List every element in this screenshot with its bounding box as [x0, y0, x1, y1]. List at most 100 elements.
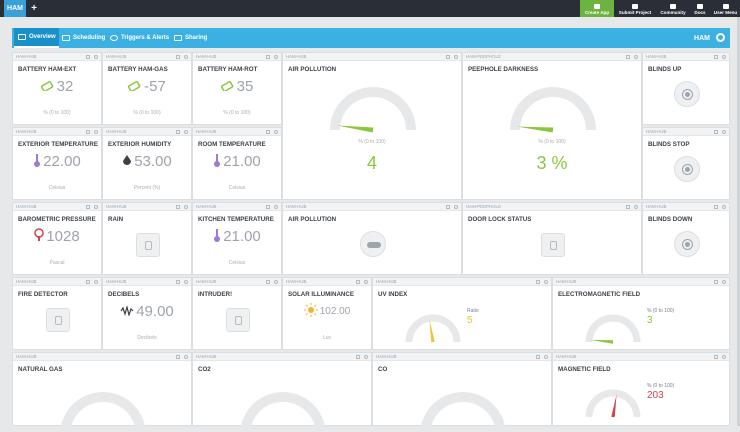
sun-icon [303, 302, 318, 321]
settings-icon[interactable] [184, 55, 188, 59]
edit-icon[interactable] [356, 280, 360, 284]
edit-icon[interactable] [176, 55, 180, 59]
tile-blinds-up: HAM-HUB Blinds Up [642, 52, 730, 125]
settings-icon[interactable] [274, 130, 278, 134]
battery-icon [40, 78, 55, 95]
tab-overview[interactable]: Overview [14, 28, 59, 48]
edit-icon[interactable] [446, 55, 450, 59]
edit-icon[interactable] [714, 130, 718, 134]
edit-icon[interactable] [86, 55, 90, 59]
edit-icon[interactable] [536, 355, 540, 359]
edit-icon[interactable] [86, 205, 90, 209]
tile-hub-label: HAM-HUB [283, 278, 371, 286]
settings-icon[interactable] [722, 55, 726, 59]
edit-icon[interactable] [714, 205, 718, 209]
settings-icon[interactable] [94, 130, 98, 134]
tile-title: Door Lock Status [468, 216, 532, 223]
edit-icon[interactable] [86, 280, 90, 284]
edit-icon[interactable] [86, 130, 90, 134]
user-label: User Menu [713, 10, 738, 15]
tile-title: Air Pollution [288, 66, 337, 73]
edit-icon[interactable] [714, 55, 718, 59]
settings-icon[interactable] [184, 205, 188, 209]
tile-value: 3 % [536, 153, 568, 173]
gear-icon[interactable] [716, 33, 725, 42]
user-menu-button[interactable]: User Menu [711, 0, 740, 17]
settings-icon[interactable] [94, 280, 98, 284]
settings-icon[interactable] [544, 280, 548, 284]
tile-title: Decibels [108, 291, 140, 298]
tile-unit: Lux [322, 334, 332, 341]
edit-icon[interactable] [266, 130, 270, 134]
submit-project-button[interactable]: Submit Project [617, 0, 653, 17]
tile-hub-label: HAM-HUB [193, 203, 281, 211]
docs-button[interactable]: Docs [691, 0, 709, 17]
power-icon [683, 240, 692, 249]
settings-icon[interactable] [722, 205, 726, 209]
tile-unit: Ratio [467, 308, 479, 314]
tile-co: HAM-HUB CO [372, 352, 552, 432]
tile-unit: % (0 to 100) [223, 109, 251, 116]
edit-icon[interactable] [714, 355, 718, 359]
settings-icon[interactable] [454, 205, 458, 209]
settings-icon[interactable] [364, 280, 368, 284]
edit-icon[interactable] [176, 130, 180, 134]
toggle-switch[interactable] [360, 231, 386, 257]
settings-icon[interactable] [722, 355, 726, 359]
create-app-button[interactable]: Create App [580, 0, 614, 17]
settings-icon[interactable] [454, 55, 458, 59]
edit-icon[interactable] [266, 205, 270, 209]
tab-triggers[interactable]: Triggers & Alerts [110, 28, 169, 48]
edit-icon[interactable] [714, 280, 718, 284]
tile-value: 5 [467, 315, 473, 326]
tile-hub-label: HAM-HUB [553, 278, 729, 286]
tile-unit: % (0 to 100) [358, 139, 386, 145]
settings-icon[interactable] [544, 355, 548, 359]
settings-icon[interactable] [184, 130, 188, 134]
settings-icon[interactable] [274, 55, 278, 59]
edit-icon[interactable] [176, 205, 180, 209]
community-button[interactable]: Community [657, 0, 689, 17]
settings-icon[interactable] [274, 205, 278, 209]
settings-icon[interactable] [94, 55, 98, 59]
edit-icon[interactable] [356, 355, 360, 359]
settings-icon[interactable] [184, 355, 188, 359]
tile-title: Natural Gas [18, 366, 63, 373]
edit-icon[interactable] [536, 280, 540, 284]
edit-icon[interactable] [626, 55, 630, 59]
settings-icon[interactable] [274, 280, 278, 284]
tab-overview-label: Overview [29, 34, 56, 40]
edit-icon[interactable] [446, 205, 450, 209]
device-status-button[interactable] [136, 233, 160, 257]
settings-icon[interactable] [722, 130, 726, 134]
tile-co2: HAM-HUB CO2 [192, 352, 372, 432]
tab-sharing[interactable]: Sharing [174, 28, 207, 48]
settings-icon[interactable] [364, 355, 368, 359]
settings-icon[interactable] [184, 280, 188, 284]
edit-icon[interactable] [626, 205, 630, 209]
tile-value-row: 32 [13, 78, 101, 95]
edit-icon[interactable] [266, 280, 270, 284]
device-status-button[interactable] [226, 308, 250, 332]
settings-icon[interactable] [634, 205, 638, 209]
add-tab-button[interactable]: + [31, 3, 37, 14]
device-status-button[interactable] [46, 308, 70, 332]
tile-value: 49.00 [136, 302, 174, 320]
blinds-control-button[interactable] [674, 231, 700, 257]
scrollbar[interactable] [737, 17, 740, 426]
blinds-control-button[interactable] [674, 156, 700, 182]
tile-hub-label: HAM-HUB [13, 203, 101, 211]
app-tab-ham[interactable]: HAM [4, 0, 26, 17]
settings-icon[interactable] [94, 205, 98, 209]
blinds-control-button[interactable] [674, 81, 700, 107]
tab-scheduling[interactable]: Scheduling [62, 28, 105, 48]
edit-icon[interactable] [176, 355, 180, 359]
tile-value-row: 53.00 [103, 153, 191, 170]
settings-icon[interactable] [722, 280, 726, 284]
tile-title: CO [378, 366, 388, 373]
tile-title: Fire Detector [18, 291, 68, 298]
settings-icon[interactable] [634, 55, 638, 59]
device-status-button[interactable] [541, 233, 565, 257]
edit-icon[interactable] [266, 55, 270, 59]
edit-icon[interactable] [176, 280, 180, 284]
